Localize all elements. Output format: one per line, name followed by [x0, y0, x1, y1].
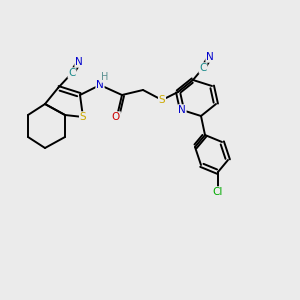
Text: C: C	[68, 68, 76, 78]
Text: C: C	[199, 63, 207, 73]
Text: O: O	[112, 112, 120, 122]
Text: H: H	[101, 72, 109, 82]
Text: N: N	[206, 52, 214, 62]
Text: Cl: Cl	[213, 187, 223, 197]
Text: N: N	[96, 80, 104, 90]
Text: S: S	[80, 112, 86, 122]
Text: N: N	[178, 105, 186, 115]
Text: N: N	[75, 57, 83, 67]
Text: S: S	[159, 95, 165, 105]
